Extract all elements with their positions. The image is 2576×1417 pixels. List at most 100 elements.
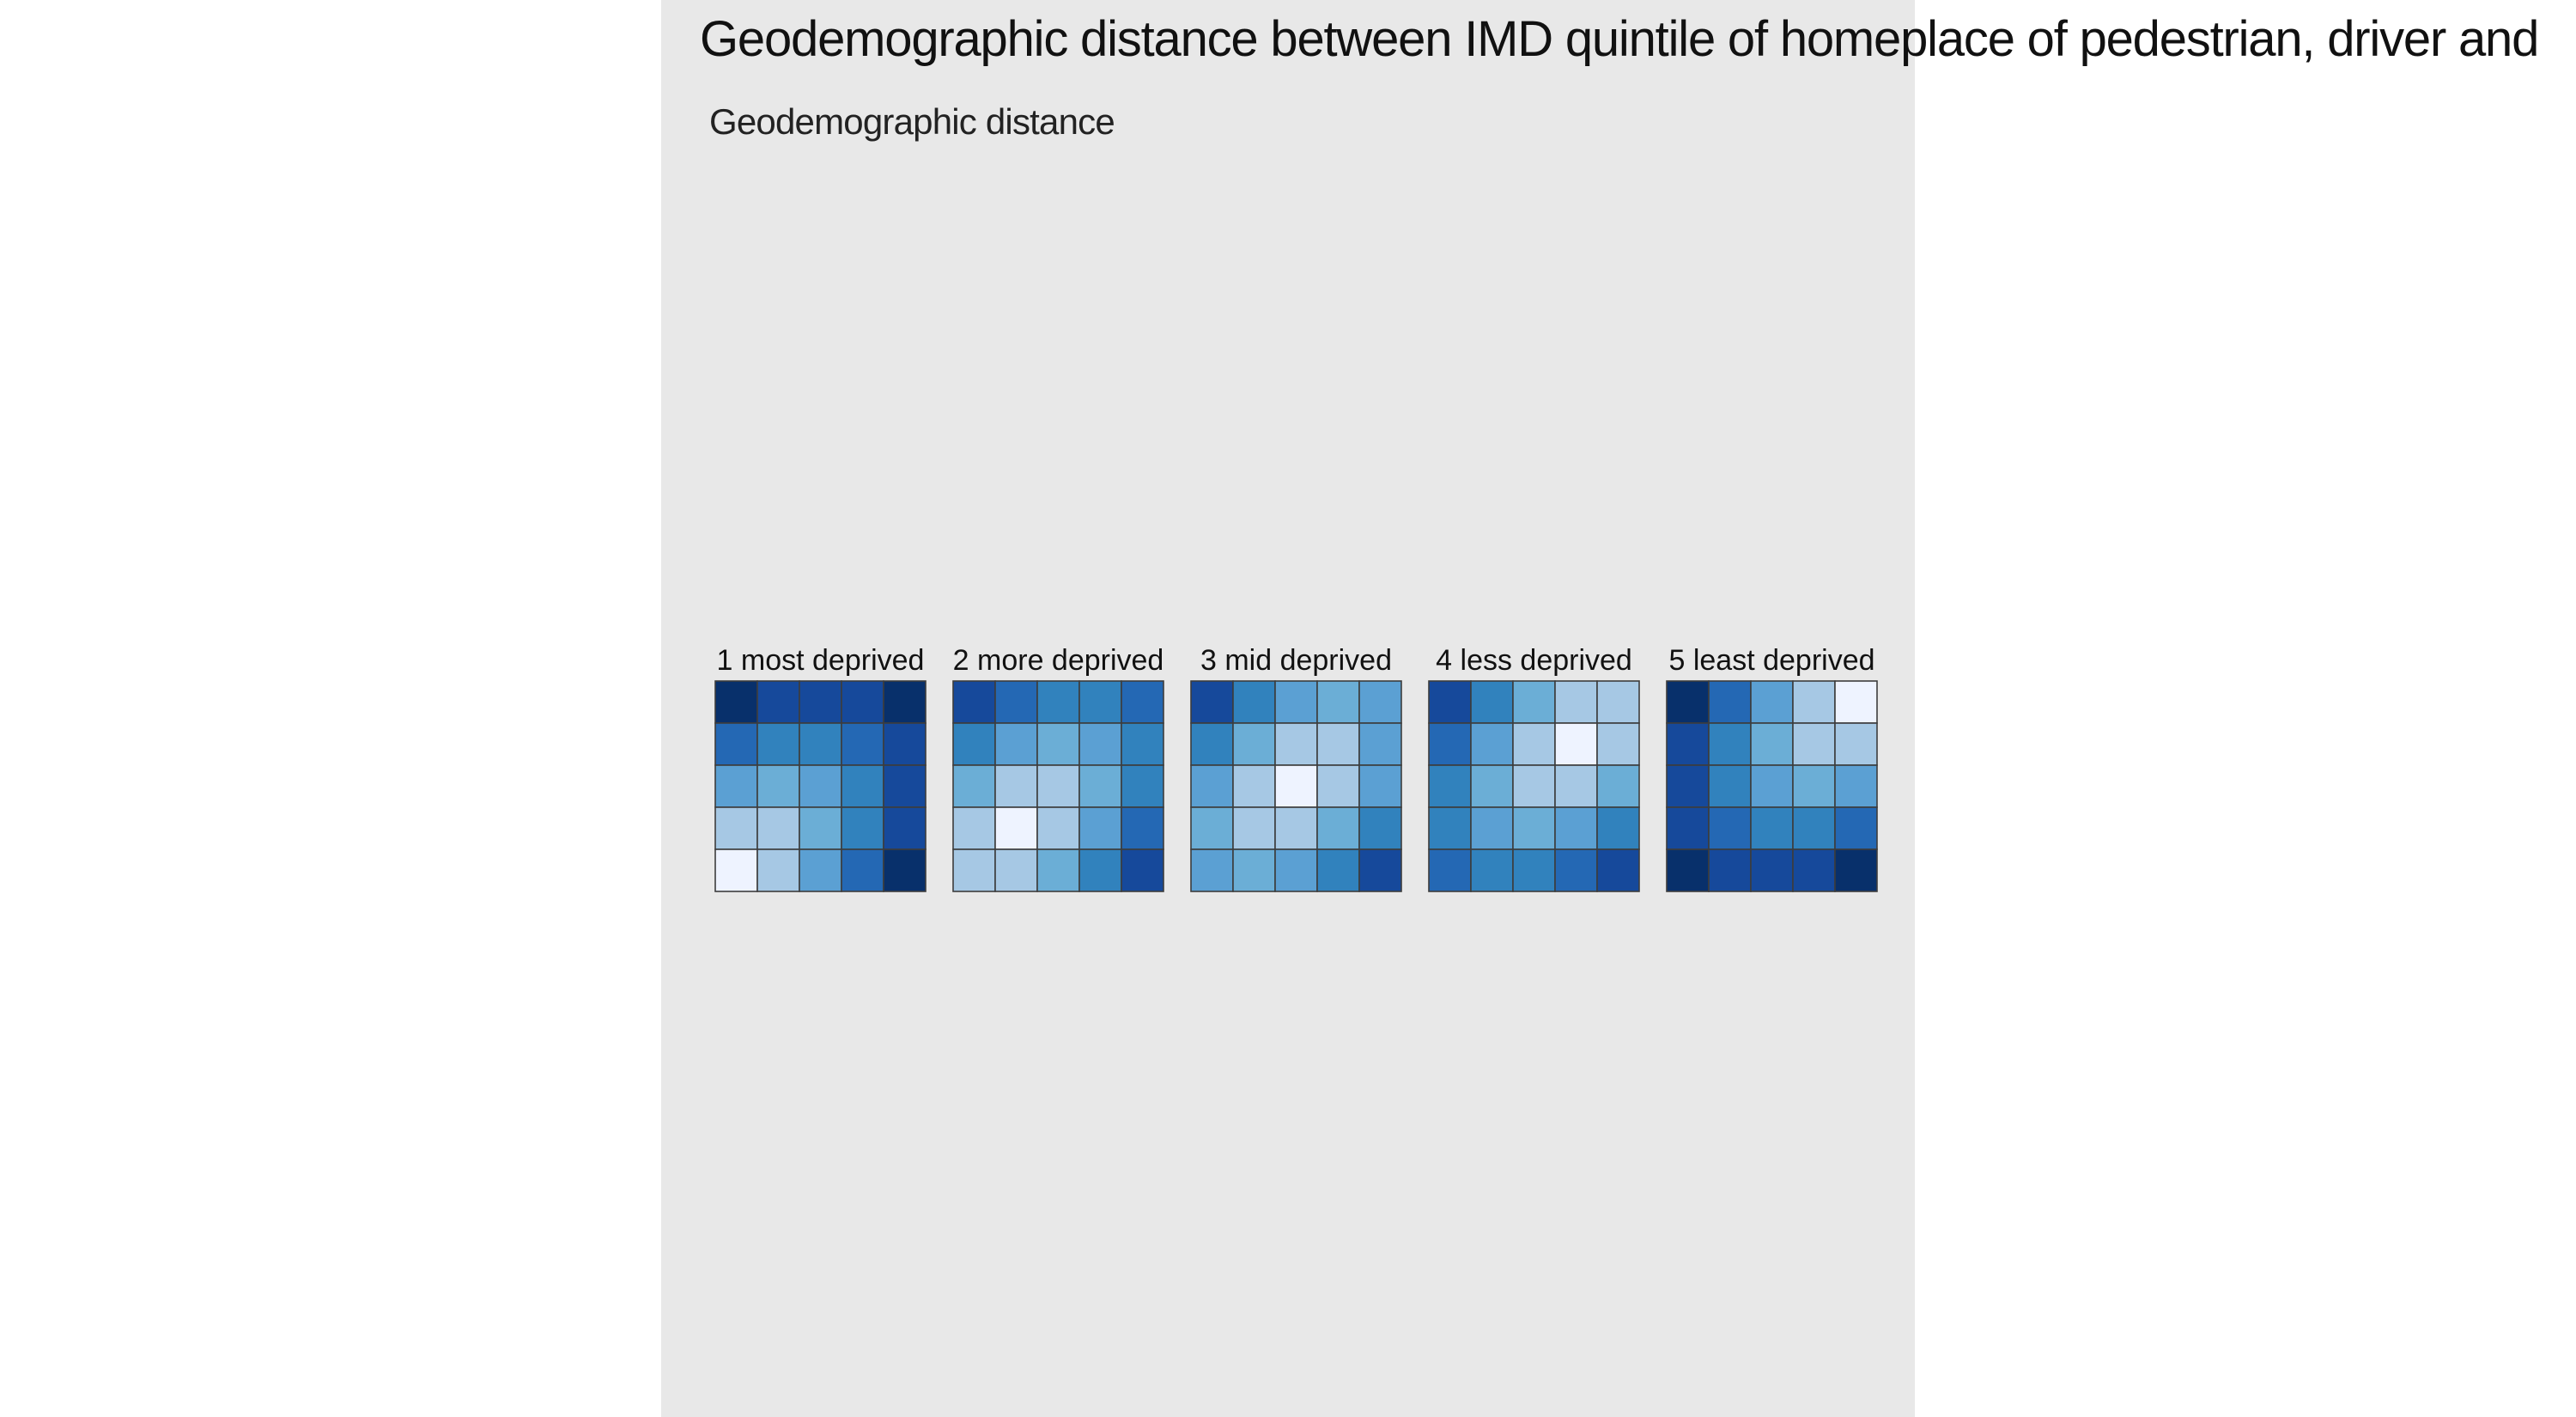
heatmap-cell	[756, 722, 800, 766]
heatmap-cell	[714, 764, 758, 808]
heatmap-cell	[1750, 806, 1794, 850]
heatmap-cell	[1666, 680, 1710, 724]
heatmap-cell	[841, 764, 884, 808]
heatmap-cell	[1428, 764, 1472, 808]
heatmap-cell	[1316, 764, 1360, 808]
heatmap-cell	[1750, 680, 1794, 724]
heatmap-cell	[714, 848, 758, 892]
heatmap-cell	[1121, 680, 1164, 724]
facet-label: 1 most deprived	[717, 644, 925, 677]
heatmap-cell	[1036, 848, 1080, 892]
heatmap-cell	[952, 764, 996, 808]
heatmap-cell	[756, 680, 800, 724]
heatmap-cell	[799, 848, 842, 892]
heatmap-cell	[1358, 764, 1402, 808]
heatmap-cell	[1078, 764, 1122, 808]
heatmap-cell	[1121, 764, 1164, 808]
heatmap-cell	[1036, 680, 1080, 724]
heatmap-cell	[1232, 848, 1276, 892]
heatmap-cell	[1274, 848, 1318, 892]
heatmap-cell	[994, 764, 1038, 808]
heatmap-cell	[1036, 806, 1080, 850]
heatmap-cell	[1792, 764, 1836, 808]
heatmap-cell	[1554, 680, 1598, 724]
heatmap-cell	[1121, 848, 1164, 892]
heatmap-cell	[1274, 764, 1318, 808]
heatmap-cell	[1834, 848, 1878, 892]
heatmap-cell	[1190, 722, 1234, 766]
heatmap-cell	[1470, 680, 1514, 724]
heatmap-cell	[1666, 848, 1710, 892]
heatmap-cell	[1666, 722, 1710, 766]
heatmap-cell	[1708, 764, 1752, 808]
heatmap-cell	[883, 806, 927, 850]
heatmap-cell	[1792, 680, 1836, 724]
heatmap-cell	[1708, 680, 1752, 724]
heatmap-cell	[1666, 764, 1710, 808]
heatmap-cell	[1470, 806, 1514, 850]
heatmap-cell	[883, 764, 927, 808]
heatmap-cell	[1232, 722, 1276, 766]
heatmap-cell	[1596, 764, 1640, 808]
heatmap-cell	[994, 680, 1038, 724]
heatmap-cell	[1190, 806, 1234, 850]
heatmap-cell	[883, 848, 927, 892]
heatmap-cell	[841, 722, 884, 766]
heatmap-cell	[1512, 722, 1556, 766]
heatmap-cell	[1554, 764, 1598, 808]
facet-label: 2 more deprived	[953, 644, 1164, 677]
heatmap-cell	[1512, 680, 1556, 724]
heatmap-cell	[1121, 722, 1164, 766]
heatmap-cell	[1428, 848, 1472, 892]
heatmap-cell	[1708, 722, 1752, 766]
heatmap-cell	[1428, 680, 1472, 724]
heatmap-cell	[1596, 806, 1640, 850]
heatmap-cell	[1554, 722, 1598, 766]
heatmap-cell	[841, 806, 884, 850]
heatmap-cell	[1232, 680, 1276, 724]
heatmap-cell	[1358, 680, 1402, 724]
heatmap-cell	[1078, 848, 1122, 892]
heatmap-cell	[1596, 722, 1640, 766]
heatmap-cell	[1512, 806, 1556, 850]
heatmap-cell	[1316, 722, 1360, 766]
heatmap-cell	[952, 806, 996, 850]
heatmap-cell	[841, 848, 884, 892]
heatmap-cell	[1512, 848, 1556, 892]
heatmap-cell	[1121, 806, 1164, 850]
heatmap-cell	[1078, 680, 1122, 724]
heatmap-cell	[1470, 764, 1514, 808]
chart-title: Geodemographic distance between IMD quin…	[700, 11, 2539, 67]
facet-label: 4 less deprived	[1436, 644, 1632, 677]
chart-subtitle: Geodemographic distance	[709, 101, 1115, 142]
heatmap-cell	[1596, 848, 1640, 892]
heatmap-cell	[1036, 764, 1080, 808]
heatmap-cell	[714, 680, 758, 724]
heatmap-cell	[799, 722, 842, 766]
heatmap-cell	[756, 764, 800, 808]
heatmap-cell	[1708, 806, 1752, 850]
heatmap-cell	[756, 806, 800, 850]
heatmap-cell	[1750, 764, 1794, 808]
heatmap-cell	[1316, 680, 1360, 724]
facet-panel: 3 mid deprived	[1190, 644, 1402, 892]
heatmap-cell	[799, 806, 842, 850]
heatmap-cell	[1834, 764, 1878, 808]
facet-panel: 2 more deprived	[952, 644, 1164, 892]
heatmap-cell	[1470, 722, 1514, 766]
heatmap-cell	[1358, 722, 1402, 766]
heatmap-cell	[1792, 848, 1836, 892]
heatmap-cell	[1750, 848, 1794, 892]
heatmap-cell	[1316, 848, 1360, 892]
heatmap-cell	[1190, 764, 1234, 808]
heatmap-cell	[994, 848, 1038, 892]
heatmap-cell	[1554, 806, 1598, 850]
heatmap-cell	[1274, 680, 1318, 724]
heatmap-cell	[1274, 806, 1318, 850]
heatmap-cell	[1792, 806, 1836, 850]
heatmap-cell	[1470, 848, 1514, 892]
heatmap-cell	[1428, 806, 1472, 850]
heatmap-cell	[1358, 848, 1402, 892]
heatmap-cell	[952, 848, 996, 892]
